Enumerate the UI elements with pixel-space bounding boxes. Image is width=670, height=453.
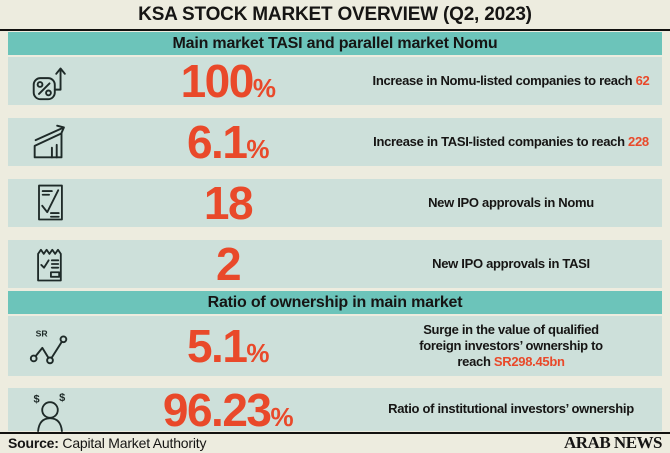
stat-description: Increase in TASI-listed companies to rea…: [373, 133, 649, 149]
highlight-value: SR298.45bn: [493, 354, 565, 370]
content-area: Main market TASI and parallel market Nom…: [0, 32, 670, 436]
svg-text:$: $: [59, 391, 65, 403]
stat-row-tasi-increase: 6.1% Increase in TASI-listed companies t…: [8, 116, 662, 168]
stat-row-ipo-tasi: 2 New IPO approvals in TASI: [8, 238, 662, 290]
stat-value: 5.1%: [186, 320, 270, 372]
stat-row-nomu-increase: 100% Increase in Nomu-listed companies t…: [8, 55, 662, 107]
footer: Source: Capital Market Authority ARAB NE…: [0, 433, 670, 452]
section-header-ownership: Ratio of ownership in main market: [8, 291, 662, 314]
document-check-icon: [8, 181, 92, 225]
institutional-investor-icon: $ $: [8, 388, 92, 432]
svg-text:SR: SR: [36, 328, 49, 338]
sr-line-chart-icon: SR: [8, 323, 92, 369]
stat-description: Increase in Nomu-listed companies to rea…: [372, 72, 650, 88]
source-credit: Source: Capital Market Authority: [8, 435, 206, 451]
section-header-tasi-nomu: Main market TASI and parallel market Nom…: [8, 32, 662, 55]
stat-description: New IPO approvals in Nomu: [428, 194, 594, 210]
source-label: Source:: [8, 435, 59, 451]
stat-row-foreign-ownership: SR 5.1% Surge in the value of qualified …: [8, 316, 662, 376]
stat-value: 2: [215, 238, 242, 290]
footer-divider: [0, 432, 670, 434]
stat-description: Surge in the value of qualified foreign …: [419, 321, 603, 370]
svg-text:$: $: [34, 393, 40, 405]
stat-value: 96.23%: [162, 383, 294, 436]
stat-row-institutional-ownership: $ $ 96.23% Ratio of institutional invest…: [8, 384, 662, 436]
rising-chart-icon: [8, 119, 92, 165]
source-value: Capital Market Authority: [58, 435, 207, 451]
title-divider: [0, 29, 670, 31]
stat-value: 100%: [180, 55, 276, 107]
percent-growth-icon: [8, 58, 92, 104]
highlight-value: 62: [635, 72, 650, 88]
page-title: KSA STOCK MARKET OVERVIEW (Q2, 2023): [138, 3, 532, 25]
stat-row-ipo-nomu: 18 New IPO approvals in Nomu: [8, 177, 662, 229]
stat-description: New IPO approvals in TASI: [432, 255, 590, 271]
receipt-check-icon: [8, 242, 92, 286]
stat-description: Ratio of institutional investors’ owners…: [388, 401, 634, 417]
highlight-value: 228: [628, 133, 649, 149]
stat-value: 18: [203, 177, 254, 229]
arab-news-logo: ARAB NEWS: [564, 433, 663, 452]
stat-value: 6.1%: [186, 116, 270, 168]
